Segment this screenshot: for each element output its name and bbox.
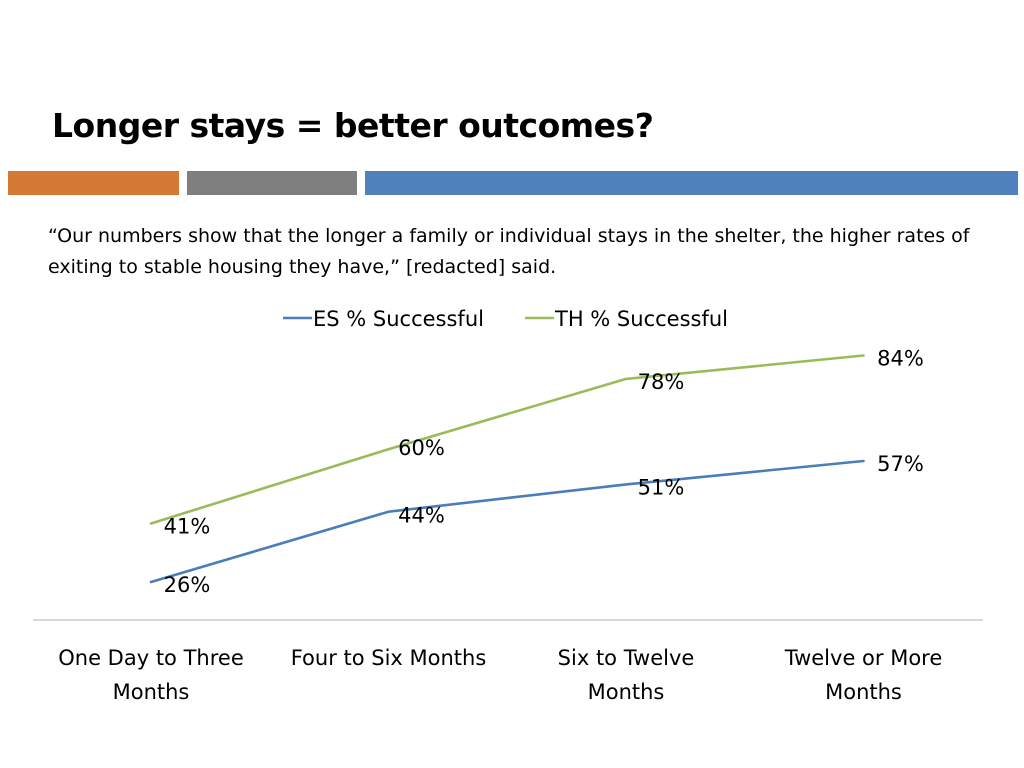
series-line-th xyxy=(149,354,865,525)
accent-bar-orange xyxy=(8,171,179,195)
data-label: 57% xyxy=(877,452,924,476)
data-label: 26% xyxy=(164,573,211,597)
data-label: 78% xyxy=(638,370,685,394)
accent-bar-blue xyxy=(365,171,1018,195)
data-label: 84% xyxy=(877,346,924,370)
series-line-es xyxy=(149,459,865,584)
legend-label-th: TH % Successful xyxy=(554,307,728,331)
x-tick-label: Twelve or More Months xyxy=(784,646,943,704)
data-label: 41% xyxy=(164,514,211,538)
data-label: 51% xyxy=(638,475,685,499)
legend-label-es: ES % Successful xyxy=(313,307,484,331)
x-tick-label: Six to Twelve Months xyxy=(558,646,695,704)
accent-bar-gray xyxy=(187,171,357,195)
quote-text: “Our numbers show that the longer a fami… xyxy=(48,225,970,278)
data-label: 60% xyxy=(398,436,445,460)
slide-title: Longer stays = better outcomes? xyxy=(52,106,654,145)
x-tick-label: Four to Six Months xyxy=(291,646,487,670)
x-tick-label: One Day to Three Months xyxy=(58,646,243,704)
data-label: 44% xyxy=(398,504,445,528)
